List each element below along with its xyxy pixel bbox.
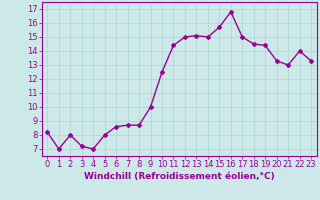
X-axis label: Windchill (Refroidissement éolien,°C): Windchill (Refroidissement éolien,°C) xyxy=(84,172,275,181)
